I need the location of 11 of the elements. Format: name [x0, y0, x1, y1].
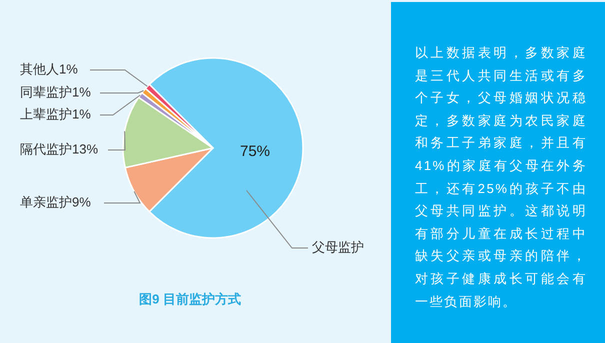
pie-slice — [122, 96, 214, 168]
slice-label: 其他人1% — [20, 61, 78, 76]
slice-label: 隔代监护13% — [20, 141, 98, 156]
slice-label: 单亲监护9% — [20, 194, 92, 210]
pie-slice — [124, 147, 214, 212]
slice-label: 上辈监护1% — [20, 106, 92, 122]
slice-label: 同辈监护1% — [20, 84, 92, 100]
slice-label: 父母监护 — [312, 239, 364, 254]
text: 以上数据表明，多数家庭是三代人共同生活或有多个子女，父母婚姻状况稳定，多数家庭为农民家庭和务工子弟家庭，并且有41%的家庭有父母在外务工，还有25%的孩子不由父母共同监护。这都说明有部分儿童在成长过程中缺失父亲或母亲的陪伴，对孩子健康成长可能会有一些负面影响。 — [415, 45, 587, 309]
data-label: 75% — [240, 142, 270, 160]
text: 图9 目前监护方式 — [139, 291, 241, 306]
